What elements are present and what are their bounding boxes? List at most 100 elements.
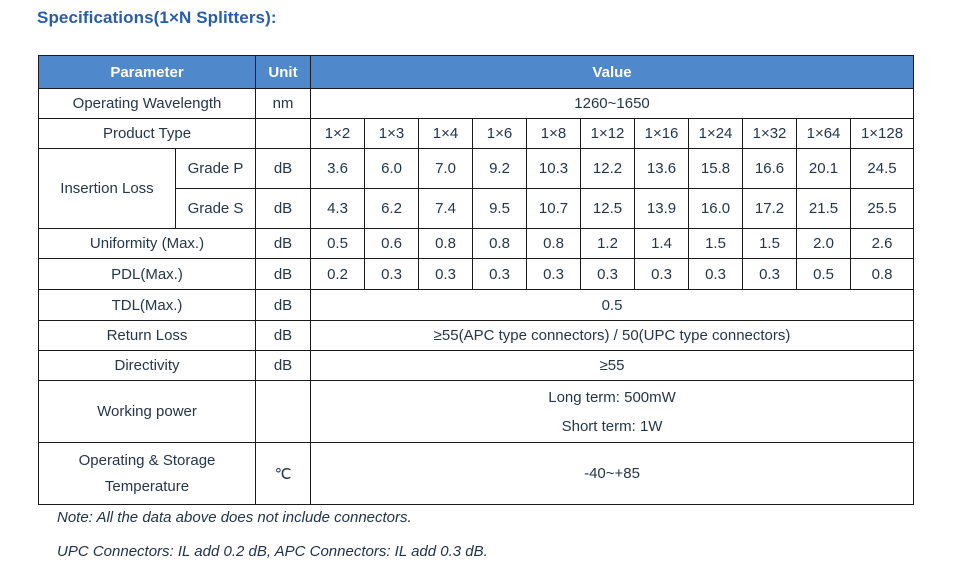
product-type-cell: 1×8 (526, 118, 582, 149)
product-type-cell: 1×32 (742, 118, 798, 149)
footnotes: Note: All the data above does not includ… (57, 508, 917, 576)
product-type-cell: 1×24 (688, 118, 744, 149)
row-label: PDL(Max.) (37, 258, 257, 290)
unit-cell (255, 118, 312, 149)
unit-cell: dB (255, 350, 312, 381)
value-cell: 0.3 (472, 258, 528, 290)
value-cell: 16.6 (742, 148, 798, 189)
value-cell: 25.5 (850, 188, 915, 229)
value-cell: 0.5 (310, 289, 915, 321)
value-cell: 0.5 (796, 258, 852, 290)
value-cell: 4.3 (310, 188, 366, 229)
row-label-insertion-loss: Insertion Loss (38, 148, 176, 229)
value-cell: 12.2 (580, 148, 636, 189)
unit-cell: dB (255, 289, 312, 321)
value-cell: 0.8 (472, 228, 528, 259)
value-cell: ≥55 (310, 350, 915, 381)
row-label: Operating Wavelength (37, 88, 257, 119)
value-cell: 16.0 (688, 188, 744, 229)
product-type-cell: 1×16 (634, 118, 690, 149)
specifications-table: Parameter Unit Value Operating Wavelengt… (37, 55, 915, 505)
value-cell: 9.5 (472, 188, 528, 229)
row-label: TDL(Max.) (37, 289, 257, 321)
footnote-connectors: Note: All the data above does not includ… (57, 509, 412, 526)
value-cell: 0.6 (364, 228, 420, 259)
value-cell: 13.6 (634, 148, 690, 189)
table-row-insertion-loss-grade-s: Grade S dB 4.3 6.2 7.4 9.5 10.7 12.5 13.… (39, 188, 915, 229)
value-cell: 2.0 (796, 228, 852, 259)
table-header-row: Parameter Unit Value (37, 55, 915, 89)
product-type-cell: 1×12 (580, 118, 636, 149)
value-cell: 13.9 (634, 188, 690, 229)
value-cell: 1.5 (688, 228, 744, 259)
value-cell: 0.3 (364, 258, 420, 290)
working-power-short-term: Short term: 1W (561, 417, 663, 435)
temperature-label-line1: Operating & Storage (78, 451, 216, 469)
table-row-pdl: PDL(Max.) dB 0.2 0.3 0.3 0.3 0.3 0.3 0.3… (37, 258, 915, 290)
value-cell: 0.3 (526, 258, 582, 290)
value-cell: 0.3 (418, 258, 474, 290)
row-label: Product Type (37, 118, 257, 149)
product-type-cell: 1×4 (418, 118, 474, 149)
table-row-uniformity: Uniformity (Max.) dB 0.5 0.6 0.8 0.8 0.8… (37, 228, 915, 259)
unit-cell: dB (255, 148, 312, 189)
value-cell: -40~+85 (310, 442, 915, 505)
unit-cell: dB (255, 258, 312, 290)
row-label: Return Loss (37, 320, 257, 351)
value-cell: 10.3 (526, 148, 582, 189)
product-type-cell: 1×2 (310, 118, 366, 149)
value-cell: 0.5 (310, 228, 366, 259)
value-cell: 1.5 (742, 228, 798, 259)
unit-cell: dB (255, 188, 312, 229)
table-row-return-loss: Return Loss dB ≥55(APC type connectors) … (37, 320, 915, 351)
value-cell: 0.8 (526, 228, 582, 259)
row-label: Uniformity (Max.) (37, 228, 257, 259)
value-cell: ≥55(APC type connectors) / 50(UPC type c… (310, 320, 915, 351)
value-cell: 7.4 (418, 188, 474, 229)
table-row-insertion-loss-grade-p: Insertion Loss Grade P dB 3.6 6.0 7.0 9.… (38, 148, 915, 229)
value-cell: 17.2 (742, 188, 798, 229)
table-row-tdl: TDL(Max.) dB 0.5 (37, 289, 915, 321)
product-type-cell: 1×6 (472, 118, 528, 149)
page-title: Specifications(1×N Splitters): (37, 8, 277, 27)
unit-cell (255, 380, 312, 443)
unit-cell: dB (255, 228, 312, 259)
value-cell: 10.7 (526, 188, 582, 229)
table-row-working-power: Working power Long term: 500mW Short ter… (37, 380, 915, 443)
value-cell: 12.5 (580, 188, 636, 229)
value-cell: 0.3 (742, 258, 798, 290)
product-type-cell: 1×128 (850, 118, 915, 149)
unit-cell: dB (255, 320, 312, 351)
value-cell: 1.4 (634, 228, 690, 259)
footnote-il-add: UPC Connectors: IL add 0.2 dB, APC Conne… (57, 543, 488, 560)
product-type-cell: 1×3 (364, 118, 420, 149)
row-label: Operating & Storage Temperature (37, 442, 257, 505)
table-row-directivity: Directivity dB ≥55 (37, 350, 915, 381)
row-label: Working power (37, 380, 257, 443)
value-cell: 1260~1650 (310, 88, 915, 119)
working-power-long-term: Long term: 500mW (548, 388, 676, 406)
sub-row-label: Grade S (174, 188, 257, 229)
column-header-unit: Unit (255, 55, 312, 89)
value-cell: 24.5 (850, 148, 915, 189)
product-type-cell: 1×64 (796, 118, 852, 149)
table-row-product-type: Product Type 1×2 1×3 1×4 1×6 1×8 1×12 1×… (37, 118, 915, 149)
value-cell: 9.2 (472, 148, 528, 189)
value-cell: 3.6 (310, 148, 366, 189)
unit-cell: nm (255, 88, 312, 119)
value-cell: 15.8 (688, 148, 744, 189)
value-cell: 0.3 (580, 258, 636, 290)
value-cell: 21.5 (796, 188, 852, 229)
value-cell: 0.3 (688, 258, 744, 290)
value-cell: 0.8 (418, 228, 474, 259)
table-row-operating-wavelength: Operating Wavelength nm 1260~1650 (37, 88, 915, 119)
value-cell: 6.2 (364, 188, 420, 229)
value-cell: 0.8 (850, 258, 915, 290)
value-cell: 7.0 (418, 148, 474, 189)
unit-cell: ℃ (255, 442, 312, 505)
value-cell: 0.3 (634, 258, 690, 290)
value-cell: 20.1 (796, 148, 852, 189)
table-row-temperature: Operating & Storage Temperature ℃ -40~+8… (37, 442, 915, 505)
value-cell: 1.2 (580, 228, 636, 259)
